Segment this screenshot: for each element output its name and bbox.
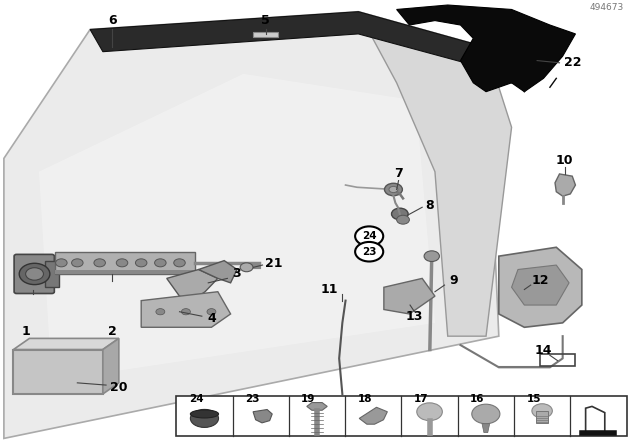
Circle shape: [389, 186, 398, 193]
Text: 19: 19: [301, 394, 316, 404]
Polygon shape: [397, 5, 575, 92]
Polygon shape: [90, 12, 486, 65]
Circle shape: [26, 268, 44, 280]
Text: 1: 1: [22, 325, 31, 338]
Polygon shape: [198, 261, 237, 283]
Circle shape: [116, 259, 128, 267]
Polygon shape: [103, 338, 119, 394]
Polygon shape: [4, 12, 499, 439]
Circle shape: [424, 251, 440, 262]
Text: 2: 2: [108, 325, 117, 338]
Polygon shape: [555, 174, 575, 196]
Polygon shape: [499, 247, 582, 327]
Circle shape: [355, 242, 383, 262]
Bar: [253, 32, 278, 37]
Text: 4: 4: [207, 312, 216, 325]
FancyBboxPatch shape: [14, 254, 54, 293]
Circle shape: [56, 259, 67, 267]
Polygon shape: [39, 74, 435, 381]
Text: 22: 22: [563, 56, 581, 69]
Text: 6: 6: [108, 14, 116, 27]
Polygon shape: [253, 409, 272, 423]
Circle shape: [207, 309, 216, 315]
Circle shape: [136, 259, 147, 267]
Polygon shape: [359, 407, 387, 424]
Circle shape: [173, 259, 185, 267]
Bar: [45, 261, 60, 287]
Polygon shape: [13, 338, 119, 349]
Text: 3: 3: [233, 267, 241, 280]
Text: 12: 12: [532, 274, 549, 287]
Circle shape: [156, 309, 165, 315]
Bar: [13, 349, 103, 394]
Bar: [536, 411, 548, 423]
Text: 16: 16: [470, 394, 484, 404]
Polygon shape: [482, 424, 490, 433]
Polygon shape: [358, 12, 511, 336]
Text: 24: 24: [362, 231, 376, 241]
Bar: [540, 354, 575, 366]
Text: 8: 8: [426, 198, 434, 211]
Text: 11: 11: [321, 283, 339, 296]
Text: 23: 23: [245, 394, 259, 404]
Text: 14: 14: [535, 345, 552, 358]
Text: 17: 17: [414, 394, 428, 404]
Text: 494673: 494673: [589, 3, 623, 12]
Ellipse shape: [190, 410, 218, 418]
Bar: [55, 252, 195, 274]
Text: 5: 5: [261, 14, 270, 27]
Text: 15: 15: [526, 394, 541, 404]
Polygon shape: [141, 292, 230, 327]
Text: 24: 24: [189, 394, 204, 404]
Ellipse shape: [190, 409, 218, 427]
Text: 20: 20: [110, 381, 127, 394]
Text: 23: 23: [362, 247, 376, 257]
Circle shape: [181, 309, 190, 315]
Circle shape: [355, 226, 383, 246]
Text: 10: 10: [556, 154, 573, 167]
Text: 7: 7: [394, 168, 403, 181]
Polygon shape: [511, 265, 569, 305]
Polygon shape: [307, 403, 327, 410]
Circle shape: [385, 183, 403, 196]
Circle shape: [417, 403, 442, 421]
Text: 9: 9: [450, 274, 458, 287]
Circle shape: [392, 208, 408, 220]
Circle shape: [19, 263, 50, 284]
Circle shape: [472, 404, 500, 424]
Circle shape: [72, 259, 83, 267]
Polygon shape: [167, 270, 218, 301]
Bar: [55, 270, 195, 274]
Circle shape: [94, 259, 106, 267]
Text: 21: 21: [265, 257, 283, 270]
Circle shape: [397, 215, 410, 224]
Circle shape: [240, 263, 253, 272]
Polygon shape: [384, 278, 435, 314]
Circle shape: [155, 259, 166, 267]
Circle shape: [532, 404, 552, 418]
Text: 13: 13: [406, 310, 423, 323]
Text: 18: 18: [358, 394, 372, 404]
Bar: [176, 396, 627, 436]
